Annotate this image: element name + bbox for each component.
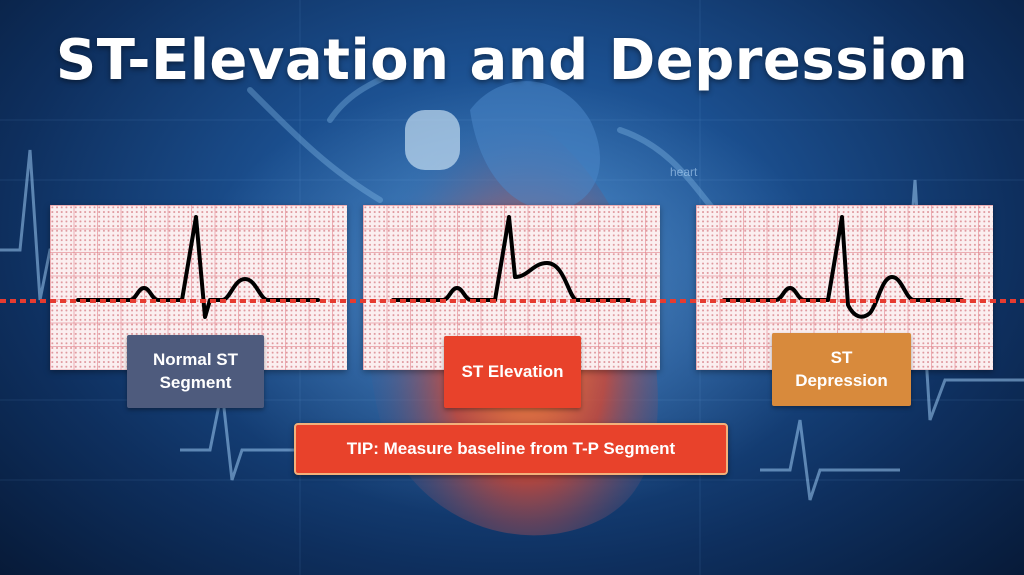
ecg-trace-elevation xyxy=(391,215,631,302)
background-heart-text: heart xyxy=(670,165,698,179)
slide-title: ST-Elevation and Depression xyxy=(55,28,969,93)
label-normal-st-segment: Normal ST Segment xyxy=(127,335,264,408)
label-st-elevation: ST Elevation xyxy=(444,336,581,408)
tp-baseline-dashed-line xyxy=(0,299,1024,303)
ecg-trace-normal xyxy=(76,215,320,319)
ecg-trace-depression xyxy=(722,215,964,319)
label-st-depression: ST Depression xyxy=(772,333,911,406)
tip-callout: TIP: Measure baseline from T-P Segment xyxy=(294,423,728,475)
